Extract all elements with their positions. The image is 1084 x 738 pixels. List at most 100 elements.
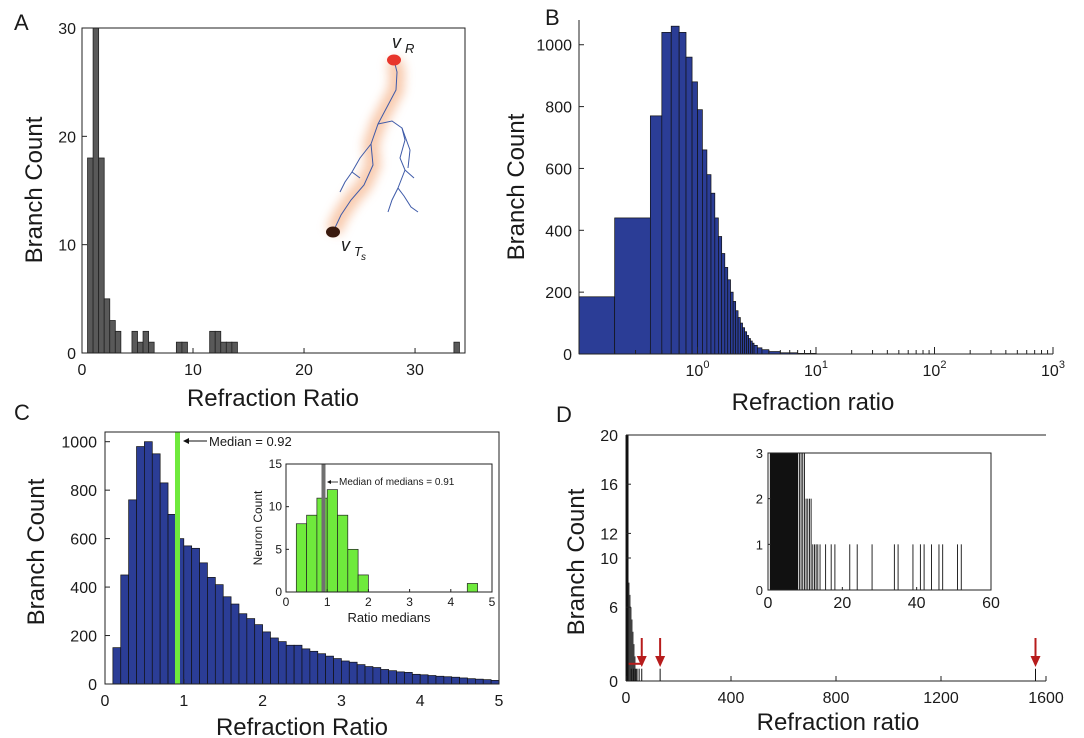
histogram-bar (736, 311, 738, 354)
histogram-bar (93, 28, 99, 353)
inset-histogram-bar (348, 549, 358, 592)
inset-y-tick-label: 0 (275, 585, 282, 599)
histogram-bar (718, 236, 721, 354)
histogram-bar (722, 253, 725, 354)
panel-a-x-label: Refraction Ratio (187, 385, 359, 412)
panel-d-outlier-arrows (637, 638, 1041, 667)
histogram-bar (381, 669, 389, 684)
histogram-bar (326, 656, 334, 684)
histogram-bar (579, 297, 615, 354)
x-tick-label: 10 (184, 362, 202, 379)
inset-y-tick-label: 1 (756, 537, 763, 552)
inset-x-tick-label: 20 (833, 595, 851, 612)
histogram-bar (428, 676, 436, 684)
panel-d: 0 400 800 1200 1600 0610121620 Branch Count … (563, 428, 1064, 736)
panel-label-d: D (556, 402, 572, 427)
panel-b: 100 101 102 103 02004006008001000 Branch Co… (503, 20, 1065, 416)
histogram-bar (231, 604, 239, 684)
vr-label-v: v (392, 32, 402, 52)
histogram-bar (725, 267, 728, 354)
x-tick-label: 0 (78, 362, 87, 379)
x-tick-label: 5 (495, 693, 504, 710)
red-arrow-head (1031, 656, 1041, 667)
median-arrowhead (183, 438, 189, 444)
inset-x-tick-label: 5 (489, 595, 496, 609)
y-tick-label: 12 (600, 526, 618, 543)
histogram-bar (349, 662, 357, 684)
histogram-bar (168, 514, 176, 684)
inset-y-tick-label: 15 (269, 457, 283, 471)
histogram-bar (715, 218, 719, 354)
vt-label-v: v (341, 235, 351, 255)
histogram-bar (294, 645, 302, 684)
inset-y-tick-label: 5 (275, 542, 282, 556)
histogram-bar (491, 680, 499, 684)
panel-c-inset: 012345 051015 Median of medians = 0.91 R… (251, 457, 496, 625)
histogram-bar (757, 348, 762, 354)
histogram-bar (113, 648, 121, 684)
histogram-bar (160, 483, 168, 684)
histogram-bar (88, 158, 94, 353)
y-tick-label: 200 (70, 629, 97, 646)
histogram-bar (731, 292, 734, 354)
histogram-bar (286, 645, 294, 684)
histogram-bar (104, 299, 110, 353)
inset-d-x-ticks: 0 20 40 60 (764, 587, 1000, 612)
panel-b-y-ticks: 02004006008001000 (536, 38, 584, 364)
y-tick-label: 1000 (61, 435, 97, 452)
histogram-bar (412, 674, 420, 684)
x-tick-label: 0 (622, 690, 631, 707)
histogram-bar (221, 342, 227, 353)
histogram-bar (310, 651, 318, 684)
x-tick-label: 1 (179, 693, 188, 710)
y-tick-label: 800 (545, 100, 572, 117)
histogram-bar (389, 671, 397, 684)
x-tick-label: 800 (823, 690, 850, 707)
inset-histogram-bar (307, 515, 317, 592)
vr-label-sub: R (405, 41, 414, 56)
panel-a: 0 10 20 30 0 10 20 30 Refraction Ratio Branch … (21, 21, 465, 412)
x-tick-label: 102 (923, 359, 947, 380)
panel-a-axes-box (82, 28, 465, 353)
histogram-bar (129, 500, 137, 684)
histogram-bar (650, 116, 661, 354)
histogram-bar (255, 625, 263, 684)
panel-c-median-line (175, 432, 180, 684)
inset-x-tick-label: 3 (406, 595, 413, 609)
inset-y-tick-label: 0 (756, 583, 763, 598)
inset-x-tick-label: 0 (283, 595, 290, 609)
panel-label-a: A (14, 10, 29, 35)
panel-d-y-label: Branch Count (563, 488, 590, 635)
y-tick-label: 400 (70, 580, 97, 597)
x-tick-label: 103 (1041, 359, 1065, 380)
panel-d-x-label: Refraction ratio (757, 709, 920, 736)
histogram-bar (671, 26, 679, 354)
histogram-bar (132, 331, 138, 353)
histogram-bar (365, 667, 373, 684)
red-arrow-head (637, 656, 647, 667)
inset-histogram-bar (467, 583, 477, 592)
histogram-bar (733, 301, 736, 354)
inset-x-tick-label: 4 (447, 595, 454, 609)
histogram-bar (138, 342, 144, 353)
inset-c-median-line (321, 464, 325, 592)
histogram-bar (223, 597, 231, 684)
histogram-bar (483, 680, 491, 684)
panel-b-x-label: Refraction ratio (732, 389, 895, 416)
histogram-bar (184, 546, 192, 684)
inset-x-tick-label: 60 (982, 595, 1000, 612)
histogram-bar (475, 679, 483, 684)
histogram-bar (397, 672, 405, 684)
y-tick-label: 20 (600, 428, 618, 445)
neuron-trace-illustration (326, 55, 418, 238)
inset-d-y-ticks: 0123 (756, 446, 771, 598)
panel-c-x-label: Refraction Ratio (216, 714, 388, 738)
inset-dense-bars (770, 453, 798, 590)
inset-histogram-bar (338, 515, 348, 592)
y-tick-label: 10 (600, 551, 618, 568)
y-tick-label: 1000 (536, 38, 572, 55)
x-tick-label: 400 (718, 690, 745, 707)
histogram-bar (452, 677, 460, 684)
histogram-bar (762, 350, 769, 354)
